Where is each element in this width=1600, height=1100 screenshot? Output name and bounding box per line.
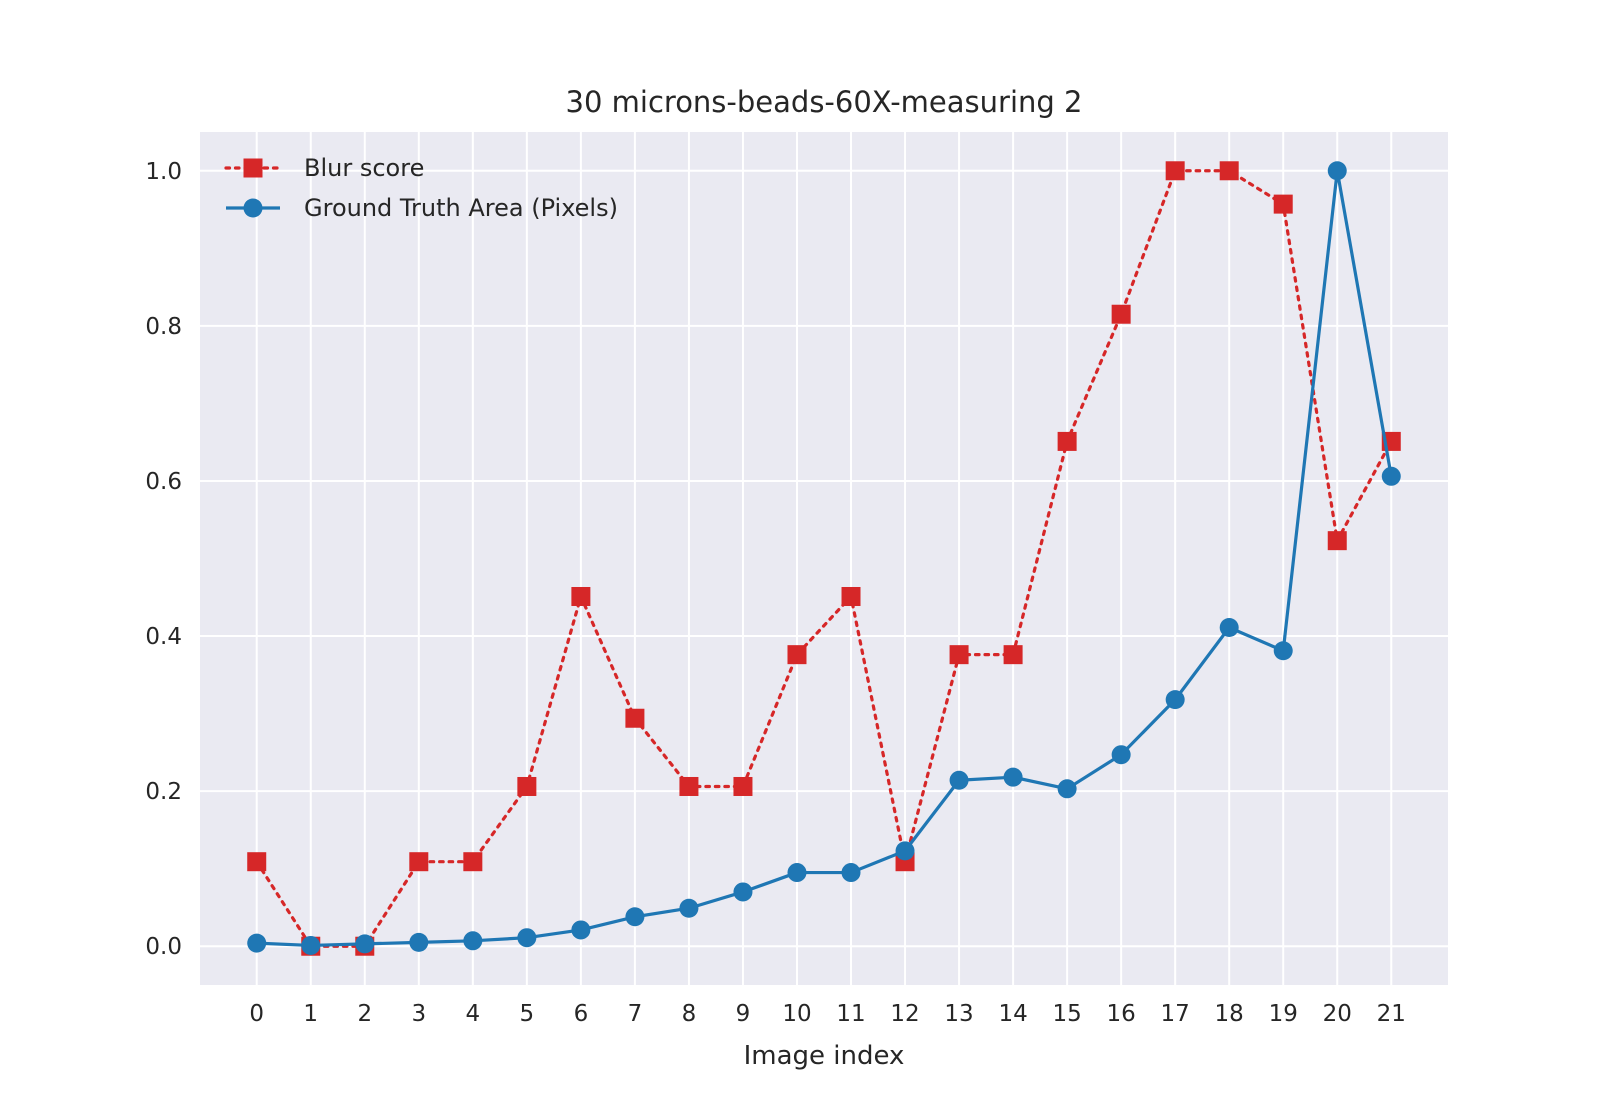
ground-truth-point [1003, 767, 1023, 787]
blur-score-point [1003, 645, 1023, 665]
ground-truth-point [1165, 690, 1185, 710]
x-axis-label: Image index [744, 1041, 905, 1071]
ground-truth-point [895, 841, 915, 861]
ground-truth-point [301, 935, 321, 955]
x-tick-label: 17 [1161, 1001, 1190, 1027]
grid [200, 132, 1448, 985]
x-tick-label: 13 [944, 1001, 973, 1027]
x-tick-label: 15 [1052, 1001, 1081, 1027]
ground-truth-point [1111, 745, 1131, 765]
tick-labels: 0 1 2 3 4 5 6 7 8 9 10 11 12 13 14 15 16 17 18 19 20 210.00.2… [145, 159, 1405, 1027]
y-tick-label: 0.4 [145, 624, 182, 650]
blur-score-point [679, 776, 699, 796]
blur-score-point [409, 852, 429, 872]
ground-truth-point [733, 882, 753, 902]
x-tick-label: 14 [998, 1001, 1027, 1027]
x-tick-label: 2 [357, 1001, 372, 1027]
blur-score-point [1219, 161, 1239, 181]
legend-label: Ground Truth Area (Pixels) [304, 194, 618, 222]
x-tick-label: 5 [520, 1001, 535, 1027]
ground-truth-point [841, 863, 861, 883]
blur-score-point [247, 852, 267, 872]
blur-score-point [1327, 531, 1347, 551]
blur-score-point [949, 645, 969, 665]
x-tick-label: 16 [1107, 1001, 1136, 1027]
y-tick-label: 0.6 [145, 469, 182, 495]
ground-truth-point [463, 931, 483, 951]
x-tick-label: 3 [411, 1001, 426, 1027]
legend-square-marker [243, 158, 263, 178]
y-tick-label: 0.2 [145, 779, 182, 805]
blur-score-point [625, 708, 645, 728]
x-tick-label: 21 [1377, 1001, 1406, 1027]
x-tick-label: 9 [736, 1001, 751, 1027]
ground-truth-point [1327, 161, 1347, 181]
chart-title: 30 microns-beads-60X-measuring 2 [566, 85, 1083, 119]
ground-truth-point [1273, 641, 1293, 661]
blur-score-point [517, 776, 537, 796]
x-tick-label: 11 [836, 1001, 865, 1027]
x-tick-label: 19 [1269, 1001, 1298, 1027]
x-tick-label: 0 [249, 1001, 264, 1027]
blur-score-point [463, 852, 483, 872]
x-tick-label: 12 [890, 1001, 919, 1027]
x-tick-label: 4 [466, 1001, 481, 1027]
ground-truth-point [625, 907, 645, 927]
y-tick-label: 0.0 [145, 934, 182, 960]
ground-truth-point [355, 934, 375, 954]
blur-score-point [787, 645, 807, 665]
ground-truth-point [517, 928, 537, 948]
ground-truth-point [1381, 466, 1401, 486]
ground-truth-point [679, 898, 699, 918]
series-line-2 [256, 169, 1393, 948]
blur-score-point [1273, 194, 1293, 214]
y-tick-label: 1.0 [145, 159, 182, 185]
ground-truth-point [571, 920, 591, 940]
legend: Blur score Ground Truth Area (Pixels) [224, 154, 618, 222]
x-tick-label: 7 [628, 1001, 643, 1027]
blur-score-point [1111, 304, 1131, 324]
x-tick-label: 10 [782, 1001, 811, 1027]
ground-truth-point [247, 933, 267, 953]
blur-score-point [1165, 161, 1185, 181]
blur-score-point [1057, 431, 1077, 451]
ground-truth-point [787, 863, 807, 883]
ground-truth-point [949, 770, 969, 790]
x-tick-label: 6 [574, 1001, 589, 1027]
y-tick-label: 0.8 [145, 314, 182, 340]
blur-score-point [571, 586, 591, 606]
blur-score-point [733, 776, 753, 796]
x-tick-label: 20 [1323, 1001, 1352, 1027]
x-tick-label: 18 [1215, 1001, 1244, 1027]
x-tick-label: 1 [303, 1001, 318, 1027]
x-tick-label: 8 [682, 1001, 697, 1027]
legend-label: Blur score [304, 154, 424, 182]
series-layer [247, 161, 1401, 956]
blur-score-point [841, 586, 861, 606]
ground-truth-point [409, 932, 429, 952]
plot-area [200, 132, 1448, 985]
ground-truth-point [1219, 618, 1239, 638]
ground-truth-point [1057, 779, 1077, 799]
legend-circle-marker [243, 198, 263, 218]
series-line-1 [255, 169, 1393, 948]
